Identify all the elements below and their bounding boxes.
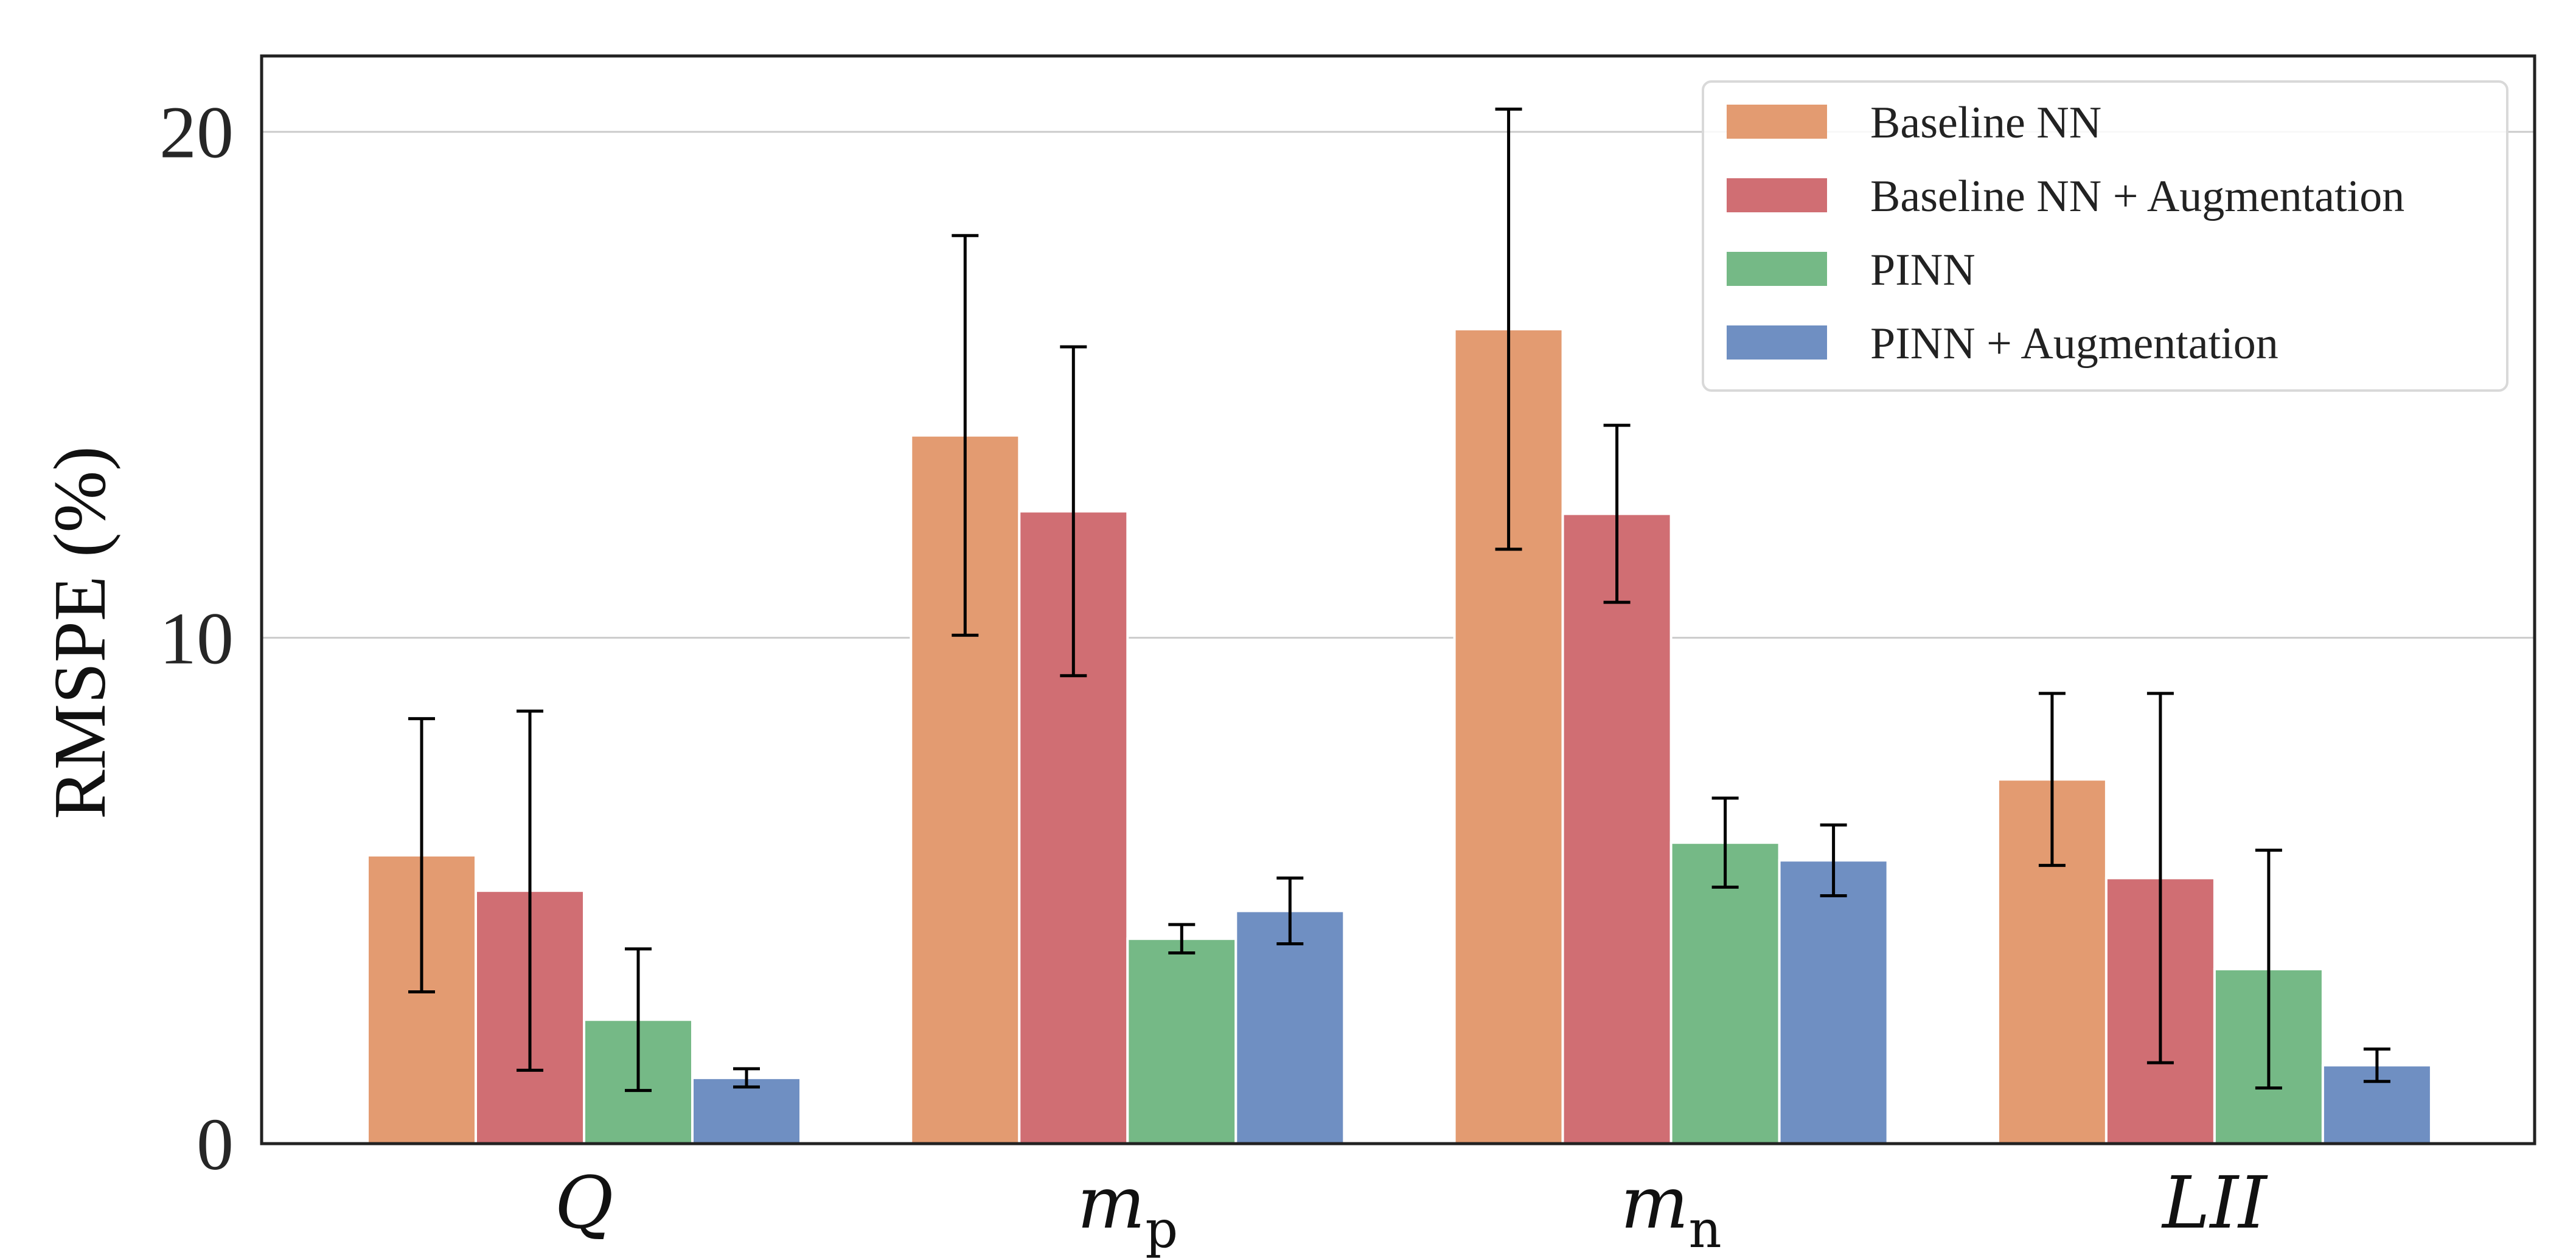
y-axis-ticks: 0 10 20 [159, 92, 234, 1186]
bar-4-cat-1 [691, 1076, 802, 1145]
bars [366, 328, 2432, 1145]
x-tick-label-3: mn [1621, 1161, 1722, 1258]
legend-frame [1702, 80, 2508, 392]
x-tick-label-subscript: n [1688, 1200, 1721, 1258]
bar-2-cat-3 [1561, 512, 1673, 1145]
legend-label-2: Baseline NN + Augmentation [1870, 172, 2404, 221]
error-bars [408, 107, 2390, 1093]
x-tick-label-base: m [1621, 1161, 1689, 1245]
legend-swatch-2 [1727, 178, 1827, 212]
x-tick-label-2: mp [1077, 1161, 1178, 1258]
y-tick-label-10: 10 [159, 597, 234, 679]
y-tick-label-20: 20 [159, 92, 234, 174]
bar-4-cat-3 [1778, 859, 1889, 1145]
bar-4-cat-2 [1234, 909, 1346, 1145]
legend-swatch-4 [1727, 325, 1827, 360]
legend-items: Baseline NN Baseline NN + Augmentation PIN… [1727, 98, 2404, 369]
x-tick-label-subscript: p [1145, 1200, 1178, 1258]
x-tick-label-base: Q [555, 1161, 614, 1245]
legend-label-3: PINN [1870, 245, 1976, 295]
x-tick-label-4: LII [2161, 1161, 2268, 1245]
legend-swatch-3 [1727, 252, 1827, 286]
y-axis-label: RMSPE (%) [39, 446, 121, 819]
legend-swatch-1 [1727, 105, 1827, 139]
y-tick-label-0: 0 [197, 1103, 234, 1186]
x-tick-label-base: LII [2161, 1161, 2268, 1245]
bar-3-cat-2 [1126, 937, 1238, 1145]
plot-frame [260, 54, 2536, 1145]
legend-label-1: Baseline NN [1870, 98, 2101, 148]
legend: Baseline NN Baseline NN + Augmentation PIN… [1702, 80, 2508, 392]
x-tick-label-1: Q [555, 1161, 614, 1245]
x-tick-label-base: m [1077, 1161, 1145, 1245]
legend-label-4: PINN + Augmentation [1870, 319, 2278, 369]
